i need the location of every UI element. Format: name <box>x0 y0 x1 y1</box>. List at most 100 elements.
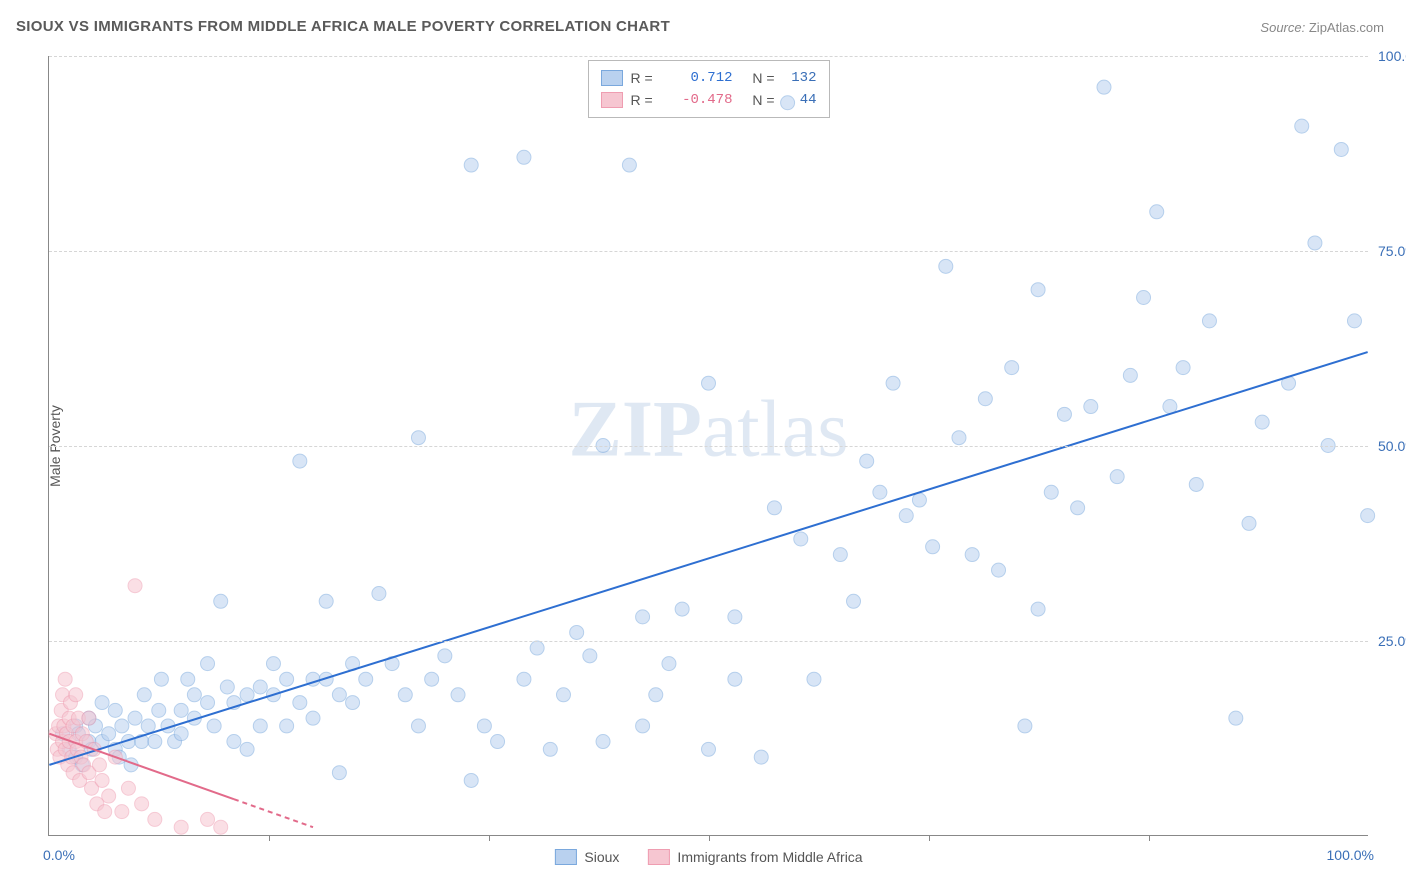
data-point <box>253 719 267 733</box>
y-tick-label: 25.0% <box>1372 633 1406 649</box>
x-tick <box>1149 835 1150 841</box>
data-point <box>1295 119 1309 133</box>
data-point <box>530 641 544 655</box>
data-point <box>82 711 96 725</box>
legend-label: Immigrants from Middle Africa <box>677 849 862 865</box>
data-point <box>240 688 254 702</box>
data-point <box>570 625 584 639</box>
legend-label: Sioux <box>584 849 619 865</box>
gridline <box>49 641 1368 642</box>
data-point <box>583 649 597 663</box>
data-point <box>319 594 333 608</box>
legend-item: Immigrants from Middle Africa <box>647 849 862 865</box>
x-tick <box>709 835 710 841</box>
data-point <box>280 719 294 733</box>
data-point <box>1097 80 1111 94</box>
data-point <box>1202 314 1216 328</box>
data-point <box>1031 283 1045 297</box>
plot-area: ZIPatlas R = 0.712 N = 132 R = -0.478 N … <box>48 56 1368 836</box>
data-point <box>154 672 168 686</box>
data-point <box>372 587 386 601</box>
data-point <box>992 563 1006 577</box>
data-point <box>293 696 307 710</box>
data-point <box>332 766 346 780</box>
data-point <box>98 805 112 819</box>
data-point <box>464 773 478 787</box>
data-point <box>141 719 155 733</box>
data-point <box>201 696 215 710</box>
x-tick <box>489 835 490 841</box>
data-point <box>58 672 72 686</box>
data-point <box>220 680 234 694</box>
data-point <box>398 688 412 702</box>
source-attribution: Source: ZipAtlas.com <box>1260 20 1384 35</box>
data-point <box>135 797 149 811</box>
data-point <box>1071 501 1085 515</box>
data-point <box>108 703 122 717</box>
data-point <box>1361 509 1375 523</box>
legend-swatch <box>554 849 576 865</box>
data-point <box>1176 361 1190 375</box>
y-tick-label: 50.0% <box>1372 438 1406 454</box>
data-point <box>728 610 742 624</box>
data-point <box>543 742 557 756</box>
data-point <box>491 735 505 749</box>
data-point <box>1057 407 1071 421</box>
trend-line <box>49 352 1367 765</box>
gridline <box>49 56 1368 57</box>
data-point <box>253 680 267 694</box>
data-point <box>596 735 610 749</box>
data-point <box>1308 236 1322 250</box>
data-point <box>1150 205 1164 219</box>
data-point <box>1031 602 1045 616</box>
data-point <box>102 727 116 741</box>
data-point <box>425 672 439 686</box>
data-point <box>148 735 162 749</box>
data-point <box>899 509 913 523</box>
data-point <box>952 431 966 445</box>
data-point <box>873 485 887 499</box>
data-point <box>926 540 940 554</box>
legend-item: Sioux <box>554 849 619 865</box>
data-point <box>860 454 874 468</box>
gridline <box>49 251 1368 252</box>
data-point <box>1189 477 1203 491</box>
data-point <box>886 376 900 390</box>
gridline <box>49 446 1368 447</box>
data-point <box>227 735 241 749</box>
data-point <box>306 711 320 725</box>
data-point <box>702 376 716 390</box>
data-point <box>517 672 531 686</box>
data-point <box>517 150 531 164</box>
data-point <box>152 703 166 717</box>
data-point <box>115 805 129 819</box>
data-point <box>121 781 135 795</box>
data-point <box>280 672 294 686</box>
data-point <box>92 758 106 772</box>
bottom-legend: Sioux Immigrants from Middle Africa <box>554 849 862 865</box>
data-point <box>1229 711 1243 725</box>
data-point <box>807 672 821 686</box>
data-point <box>332 688 346 702</box>
data-point <box>214 594 228 608</box>
data-point <box>754 750 768 764</box>
data-point <box>95 773 109 787</box>
data-point <box>174 820 188 834</box>
data-point <box>662 657 676 671</box>
chart-title: SIOUX VS IMMIGRANTS FROM MIDDLE AFRICA M… <box>16 18 670 35</box>
data-point <box>346 696 360 710</box>
data-point <box>728 672 742 686</box>
data-point <box>636 610 650 624</box>
data-point <box>794 532 808 546</box>
x-tick <box>929 835 930 841</box>
data-point <box>1242 516 1256 530</box>
data-point <box>266 657 280 671</box>
data-point <box>102 789 116 803</box>
data-point <box>767 501 781 515</box>
data-point <box>1018 719 1032 733</box>
data-point <box>214 820 228 834</box>
data-point <box>438 649 452 663</box>
data-point <box>187 688 201 702</box>
data-point <box>978 392 992 406</box>
data-point <box>137 688 151 702</box>
